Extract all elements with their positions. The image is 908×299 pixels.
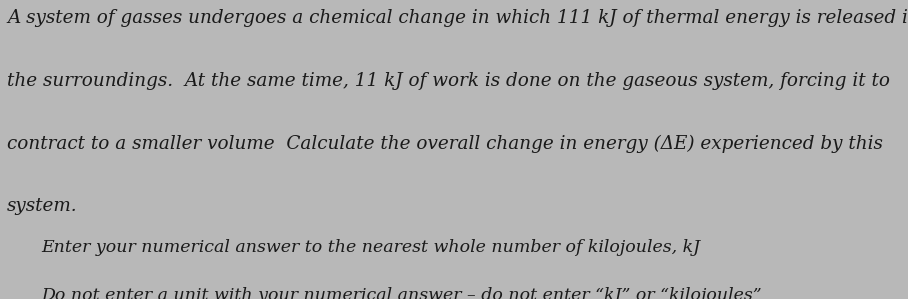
Text: A system of gasses undergoes a chemical change in which 111 kJ of thermal energy: A system of gasses undergoes a chemical … bbox=[7, 9, 908, 27]
Text: Enter your numerical answer to the nearest whole number of kilojoules, kJ: Enter your numerical answer to the neare… bbox=[41, 239, 700, 256]
Text: contract to a smaller volume  Calculate the overall change in energy (ΔE) experi: contract to a smaller volume Calculate t… bbox=[7, 135, 883, 153]
Text: the surroundings.  At the same time, 11 kJ of work is done on the gaseous system: the surroundings. At the same time, 11 k… bbox=[7, 72, 890, 90]
Text: Do not enter a unit with your numerical answer – do not enter “kJ” or “kilojoule: Do not enter a unit with your numerical … bbox=[41, 287, 762, 299]
Text: system.: system. bbox=[7, 197, 78, 215]
